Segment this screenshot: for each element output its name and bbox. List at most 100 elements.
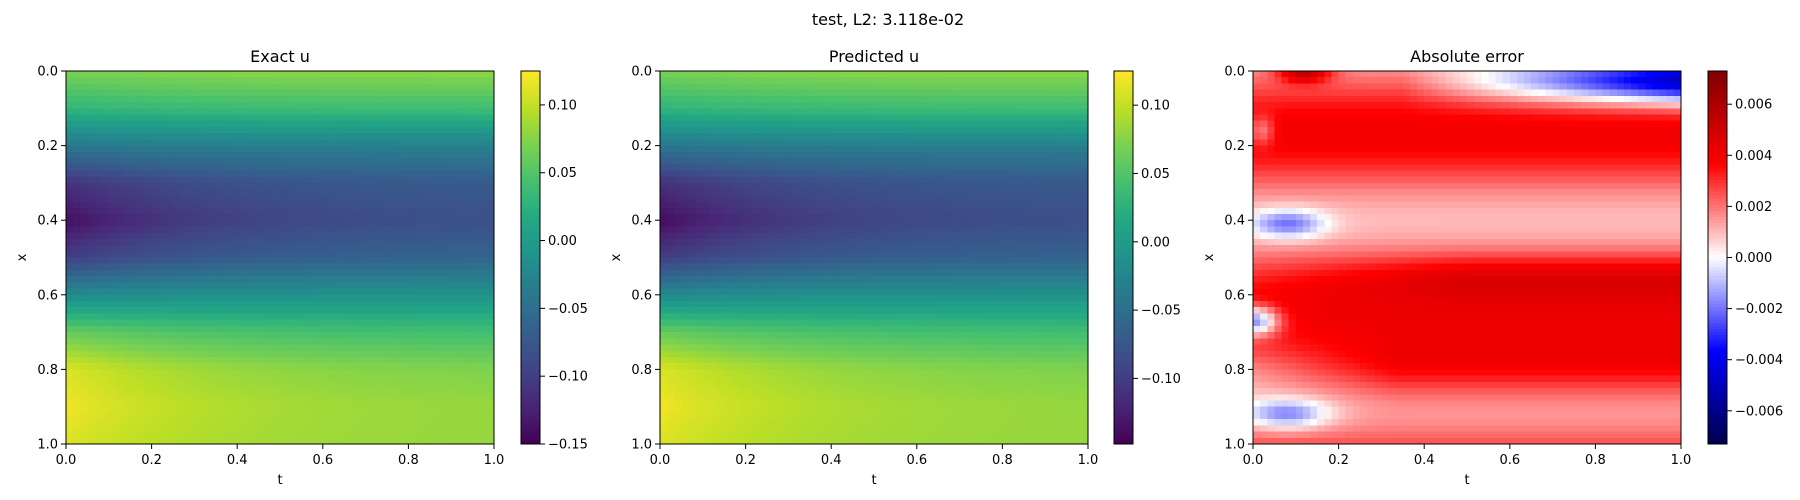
heatmap-cell <box>308 220 317 228</box>
heatmap-cell <box>458 269 467 277</box>
heatmap-cell <box>180 356 188 364</box>
heatmap-cell <box>802 182 811 190</box>
heatmap-cell <box>201 245 210 252</box>
heatmap-cell <box>959 176 968 184</box>
heatmap-cell <box>180 375 188 383</box>
heatmap-cell <box>272 419 281 426</box>
heatmap-cell <box>1052 158 1061 165</box>
heatmap-cell <box>322 419 331 426</box>
heatmap-cell <box>1016 77 1025 85</box>
heatmap-cell <box>180 325 188 333</box>
heatmap-cell <box>444 189 452 196</box>
heatmap-cell <box>344 437 352 445</box>
heatmap-cell <box>272 332 281 339</box>
heatmap-cell <box>66 251 74 259</box>
heatmap-cell <box>365 301 374 308</box>
heatmap-cell <box>94 257 103 265</box>
heatmap-cell <box>472 77 481 85</box>
heatmap-cell <box>422 195 431 203</box>
heatmap-cell <box>1080 102 1089 109</box>
heatmap-cell <box>859 182 868 190</box>
heatmap-cell <box>379 400 388 408</box>
heatmap-cell <box>387 95 395 103</box>
heatmap-cell <box>301 431 310 439</box>
heatmap-cell <box>337 313 345 321</box>
heatmap-cell <box>401 108 409 116</box>
heatmap-cell <box>294 133 302 140</box>
heatmap-cell <box>1080 158 1089 165</box>
heatmap-cell <box>444 102 452 109</box>
heatmap-cell <box>465 151 474 159</box>
heatmap-cell <box>215 170 224 178</box>
heatmap-cell <box>294 269 302 277</box>
heatmap-cell <box>322 375 331 383</box>
heatmap-cell <box>358 319 367 327</box>
heatmap-cell <box>444 182 452 190</box>
heatmap-cell <box>809 89 818 97</box>
heatmap-cell <box>208 406 217 414</box>
heatmap-cell <box>344 307 352 315</box>
heatmap-cell <box>94 139 103 147</box>
heatmap-cell <box>329 294 338 302</box>
heatmap-cell <box>422 133 431 140</box>
heatmap-cell <box>137 164 146 172</box>
heatmap-cell <box>681 189 690 196</box>
heatmap-cell <box>444 381 452 389</box>
heatmap-cell <box>115 437 124 445</box>
heatmap-cell <box>681 158 690 165</box>
heatmap-cell <box>816 182 825 190</box>
heatmap-cell <box>158 269 167 277</box>
colorbar-segment <box>521 102 540 106</box>
heatmap-cell <box>101 71 110 78</box>
heatmap-cell <box>422 77 431 85</box>
heatmap-cell <box>101 325 110 333</box>
heatmap-cell <box>802 71 811 78</box>
heatmap-cell <box>180 71 188 78</box>
heatmap-cell <box>767 77 775 85</box>
heatmap-cell <box>258 189 267 196</box>
heatmap-cell <box>365 431 374 439</box>
heatmap-cell <box>87 437 96 445</box>
heatmap-cell <box>315 269 324 277</box>
heatmap-cell <box>329 325 338 333</box>
heatmap-cell <box>222 232 231 240</box>
heatmap-cell <box>265 251 274 259</box>
heatmap-cell <box>301 77 310 85</box>
heatmap-cell <box>681 145 690 153</box>
heatmap-cell <box>394 139 402 147</box>
heatmap-cell <box>258 114 267 122</box>
heatmap-cell <box>158 102 167 109</box>
heatmap-cell <box>187 245 195 252</box>
heatmap-cell <box>73 189 81 196</box>
heatmap-cell <box>123 220 131 228</box>
heatmap-cell <box>329 213 338 221</box>
heatmap-cell <box>852 114 861 122</box>
heatmap-cell <box>759 95 768 103</box>
heatmap-cell <box>230 375 238 383</box>
heatmap-cell <box>745 114 754 122</box>
heatmap-cell <box>130 195 138 203</box>
heatmap-cell <box>94 369 103 377</box>
heatmap-cell <box>80 89 88 97</box>
heatmap-cell <box>351 344 360 352</box>
heatmap-cell <box>415 251 424 259</box>
heatmap-cell <box>73 95 81 103</box>
heatmap-cell <box>158 220 167 228</box>
heatmap-cell <box>415 276 424 283</box>
heatmap-cell <box>215 394 224 402</box>
heatmap-cell <box>272 344 281 352</box>
heatmap-cell <box>280 114 288 122</box>
heatmap-cell <box>436 77 445 85</box>
heatmap-cell <box>123 89 131 97</box>
heatmap-cell <box>909 126 918 134</box>
heatmap-cell <box>472 114 481 122</box>
heatmap-cell <box>294 151 302 159</box>
heatmap-cell <box>379 375 388 383</box>
heatmap-cell <box>230 313 238 321</box>
heatmap-cell <box>752 151 761 159</box>
heatmap-cell <box>351 425 360 433</box>
heatmap-cell <box>73 71 81 78</box>
heatmap-cell <box>201 307 210 315</box>
heatmap-cell <box>130 394 138 402</box>
heatmap-cell <box>1059 71 1068 78</box>
